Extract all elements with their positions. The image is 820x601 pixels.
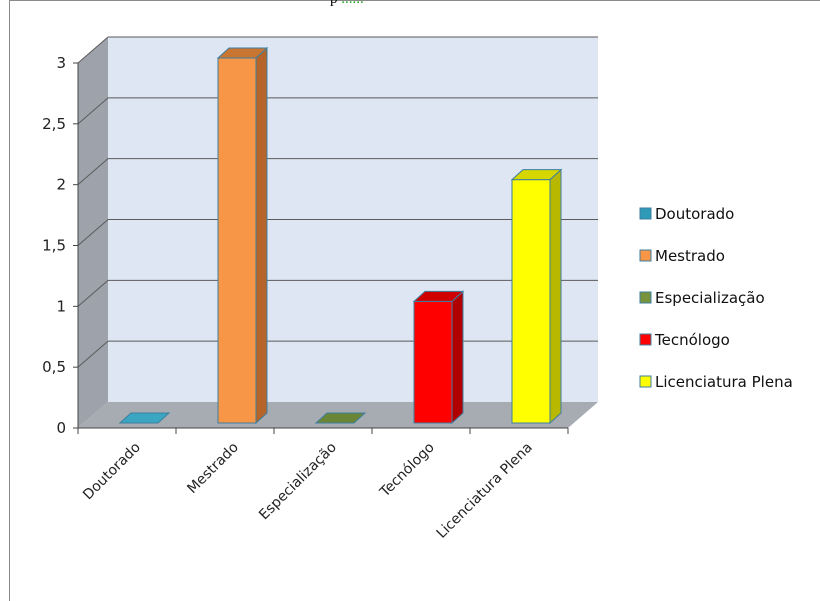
y-tick-label: 0,5 — [42, 358, 66, 376]
x-tick-label: Especialização — [256, 440, 340, 524]
legend-swatch — [639, 333, 652, 346]
x-tick-label: Mestrado — [184, 440, 241, 497]
gridline-side — [77, 36, 109, 64]
gridline-side — [77, 279, 109, 307]
legend-entry: Tecnólogo — [654, 331, 730, 349]
bar-top — [118, 412, 171, 424]
legend-swatch — [639, 207, 652, 220]
top-fragment-text: p — [330, 0, 338, 7]
legend-entry: Especialização — [655, 289, 765, 307]
bar-side — [255, 46, 268, 425]
legend-entry: Licenciatura Plena — [655, 373, 793, 391]
bar-side — [451, 290, 464, 425]
top-fragment-dots: ...... — [341, 0, 364, 7]
y-tick-label: 0 — [56, 419, 66, 437]
gridline-side — [77, 97, 109, 125]
bar-top — [510, 169, 563, 181]
y-tick-label: 1 — [56, 297, 66, 315]
top-text-fragment: p ...... — [330, 0, 550, 7]
legend-swatch — [639, 375, 652, 388]
gridline-side — [77, 158, 109, 186]
legend-swatch — [639, 291, 652, 304]
legend-entry: Doutorado — [655, 205, 734, 223]
bar-side — [549, 168, 562, 425]
bar-tecnólogo — [413, 300, 453, 424]
y-tick-label: 1,5 — [42, 237, 66, 255]
bar-licenciatura-plena — [511, 179, 551, 424]
legend-swatch — [639, 249, 652, 262]
x-tick-label: Licenciatura Plena — [434, 440, 536, 542]
bar-top — [216, 47, 269, 59]
bar-top — [314, 412, 367, 424]
gridline-side — [77, 340, 109, 368]
x-tick-label: Tecnólogo — [376, 440, 437, 501]
x-tick-label: Doutorado — [80, 440, 144, 504]
y-tick-label: 2,5 — [42, 115, 66, 133]
y-tick-label: 2 — [56, 176, 66, 194]
y-tick-label: 3 — [56, 54, 66, 72]
chart-frame — [9, 0, 820, 601]
legend-entry: Mestrado — [655, 247, 725, 265]
bar-top — [412, 290, 465, 302]
gridline-side — [77, 219, 109, 246]
bar-mestrado — [217, 57, 257, 424]
